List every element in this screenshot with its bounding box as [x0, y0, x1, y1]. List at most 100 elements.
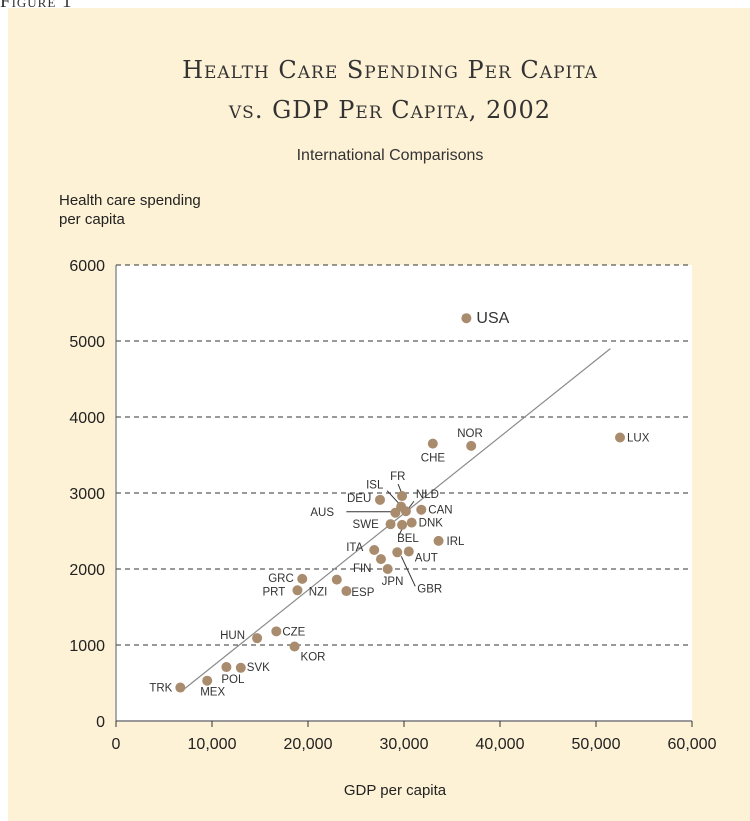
point-marker [615, 432, 625, 443]
point-marker [292, 585, 303, 596]
point-marker [390, 507, 401, 518]
point-label: CZE [282, 626, 305, 638]
data-point-hun: HUN [220, 630, 263, 644]
data-point-grc: GRC [268, 573, 308, 585]
point-marker [382, 564, 393, 574]
data-point-fin: FIN [353, 554, 386, 575]
chart-title-line-1: Health Care Spending Per Capita [182, 56, 598, 84]
chart-title-line-2: vs. GDP Per Capita, 2002 [228, 96, 551, 124]
data-point-lux: LUX [615, 432, 650, 445]
point-label: JPN [382, 576, 404, 588]
point-marker [375, 494, 385, 505]
leader-line [398, 528, 403, 536]
point-marker [375, 554, 386, 565]
point-marker [427, 438, 438, 449]
data-point-kor: KOR [289, 641, 326, 664]
point-label: ISL [366, 480, 384, 492]
y-tick-label: 2000 [69, 562, 105, 579]
y-tick-label: 6000 [69, 258, 105, 275]
point-marker [385, 519, 396, 530]
point-marker [397, 491, 408, 502]
scatter-chart: Health Care Spending Per Capita vs. GDP … [59, 56, 717, 799]
leader-line [400, 556, 416, 587]
x-axis-label: GDP per capita [344, 782, 447, 799]
y-tick-label: 1000 [69, 638, 105, 655]
data-point-fr: FR [390, 471, 408, 502]
point-marker [271, 626, 282, 637]
x-tick-label: 10,000 [188, 736, 237, 753]
point-label: TRK [149, 683, 172, 695]
data-point-usa: USA [461, 310, 510, 327]
data-point-can: CAN [416, 504, 453, 517]
x-tick-label: 30,000 [380, 736, 429, 753]
data-point-irl: IRL [433, 535, 466, 548]
chart-subtitle: International Comparisons [297, 147, 484, 164]
point-marker [369, 545, 380, 555]
point-label: SWE [353, 519, 380, 531]
y-axis-label-line-1: Health care spending [59, 192, 201, 209]
data-point-aus: AUS [310, 507, 401, 519]
point-label: POL [221, 674, 245, 686]
y-tick-label: 4000 [69, 410, 105, 427]
point-marker [397, 519, 408, 530]
x-tick-label: 20,000 [284, 736, 333, 753]
point-label: BEL [397, 533, 419, 545]
point-marker [403, 546, 414, 557]
point-marker [433, 535, 444, 546]
y-axis-label-line-2: per capita [59, 211, 126, 228]
data-point-swe: SWE [353, 519, 396, 531]
point-label: PRT [262, 586, 285, 598]
data-point-prt: PRT [262, 585, 303, 598]
y-tick-label: 0 [96, 714, 105, 731]
point-label: GRC [268, 573, 294, 585]
point-marker [341, 586, 352, 597]
data-point-pol: POL [221, 662, 245, 686]
point-label: HUN [220, 630, 245, 642]
data-point-trk: TRK [149, 682, 186, 695]
point-label: NLD [416, 489, 439, 501]
point-label: AUT [415, 553, 438, 565]
point-label: SVK [247, 662, 270, 674]
point-marker [331, 574, 342, 585]
point-label: LUX [627, 433, 650, 445]
y-tick-label: 5000 [69, 334, 105, 351]
data-point-nld: NLD [400, 489, 439, 517]
data-point-gbr: GBR [392, 547, 442, 595]
point-label: FIN [353, 563, 372, 575]
point-label: FR [390, 471, 405, 483]
point-marker [392, 547, 403, 558]
point-label: USA [476, 310, 509, 327]
point-marker [289, 641, 300, 652]
data-point-che: CHE [421, 438, 445, 465]
data-point-bel: BEL [397, 519, 419, 545]
x-tick-label: 0 [112, 736, 121, 753]
leader-line [386, 490, 400, 505]
x-tick-label: 50,000 [572, 736, 621, 753]
point-marker [466, 440, 477, 451]
point-label: DNK [419, 518, 444, 530]
chart-panel: Health Care Spending Per Capita vs. GDP … [8, 8, 750, 821]
data-point-deu: DEU [347, 493, 385, 505]
data-point-ita: ITA [346, 542, 380, 555]
point-marker [416, 504, 427, 515]
point-label: IRL [447, 536, 466, 548]
point-label: CAN [428, 505, 452, 517]
point-label: AUS [310, 507, 334, 519]
trend-line [179, 348, 611, 693]
y-tick-label: 3000 [69, 486, 105, 503]
point-marker [235, 662, 246, 673]
point-marker [406, 517, 417, 528]
point-marker [297, 573, 308, 584]
point-label: ITA [346, 542, 363, 554]
point-label: MEX [200, 687, 225, 699]
point-label: DEU [347, 493, 371, 505]
point-label: NZI [309, 587, 328, 599]
point-marker [461, 313, 472, 324]
data-point-esp: ESP [341, 586, 375, 599]
point-label: KOR [301, 652, 326, 664]
data-point-cze: CZE [271, 626, 306, 638]
point-marker [252, 633, 263, 644]
data-point-jpn: JPN [382, 564, 404, 588]
point-marker [400, 506, 411, 517]
point-marker [221, 662, 232, 673]
